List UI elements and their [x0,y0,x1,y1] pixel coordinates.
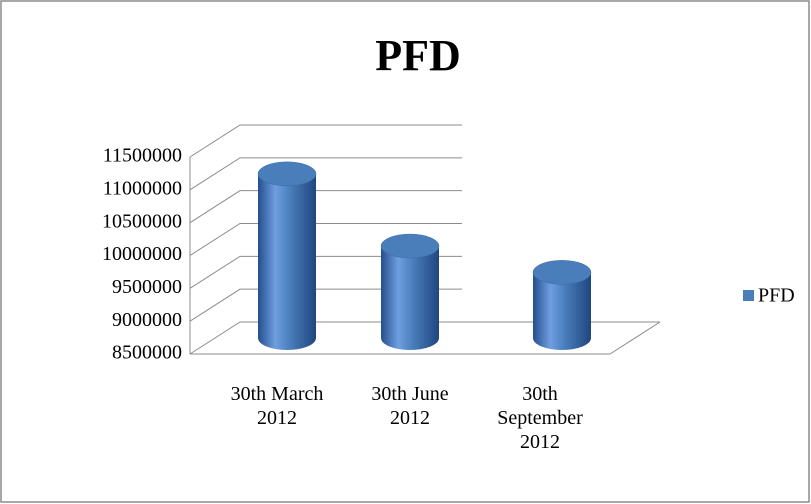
grid-line [189,124,462,158]
y-tick-label: 11500000 [103,145,182,167]
grid-line [189,321,660,355]
bar-top [532,260,592,285]
bar-body [381,246,439,350]
floor-right [609,321,661,355]
y-tick-label: 10000000 [102,243,182,265]
x-tick-label: 30th June 2012 [371,383,449,429]
bar-body [258,173,316,350]
grid-line [189,223,462,256]
grid-line [189,190,462,224]
legend-label: PFD [758,285,795,307]
grid-line [189,157,462,191]
legend-swatch [743,290,754,301]
y-tick-label: 9500000 [112,276,182,298]
bar [532,260,592,350]
bar-top [380,233,440,259]
x-tick-label: 30th September 2012 [497,383,583,453]
y-tick-label: 11000000 [103,177,182,199]
y-tick-label: 10500000 [102,210,182,232]
bar-body [533,272,591,350]
y-tick-label: 8500000 [112,342,182,364]
bar [380,233,440,350]
chart-title: PFD [375,31,461,80]
x-tick-label: 30th March 2012 [230,383,324,429]
bar-top [257,161,317,187]
bar [257,161,317,350]
y-tick-label: 9000000 [112,309,182,331]
